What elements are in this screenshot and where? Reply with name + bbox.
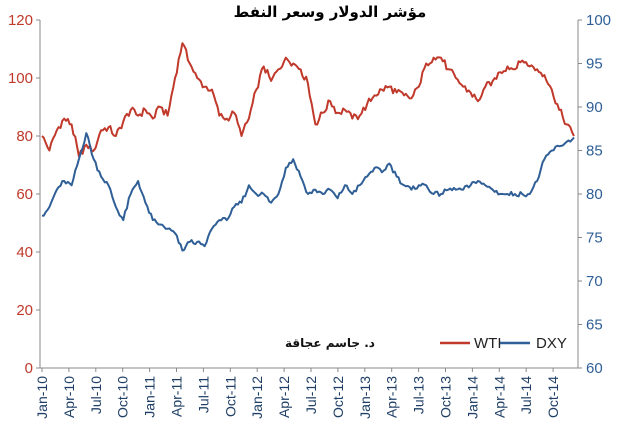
right-tick-label: 85 xyxy=(586,143,603,160)
legend: WTI DXY xyxy=(440,335,567,352)
left-tick-label: 120 xyxy=(8,12,33,29)
left-tick-label: 100 xyxy=(8,70,33,87)
left-tick-label: 0 xyxy=(25,360,33,377)
x-tick-label: Apr-13 xyxy=(384,376,400,418)
left-tick-label: 40 xyxy=(16,244,33,261)
x-tick-label: Oct-10 xyxy=(115,376,131,418)
right-tick-label: 70 xyxy=(586,273,603,290)
x-tick-label: Apr-14 xyxy=(491,376,507,418)
chart-title: مؤشر الدولار وسعر النفط xyxy=(234,3,427,21)
right-tick-label: 90 xyxy=(586,99,603,116)
x-tick-label: Jul-13 xyxy=(411,376,427,414)
x-tick-label: Oct-13 xyxy=(438,376,454,418)
left-tick-label: 80 xyxy=(16,128,33,145)
right-tick-label: 65 xyxy=(586,317,603,334)
x-tick-label: Oct-11 xyxy=(222,376,238,417)
x-tick-label: Apr-12 xyxy=(276,376,292,418)
x-tick-label: Jan-12 xyxy=(249,376,265,419)
x-tick-label: Jul-14 xyxy=(518,376,534,414)
x-tick-label: Jul-11 xyxy=(195,376,211,413)
series-line-dxy xyxy=(41,132,575,252)
x-tick-label: Jul-10 xyxy=(88,376,104,414)
x-tick-label: Jul-12 xyxy=(303,376,319,414)
right-tick-label: 75 xyxy=(586,230,603,247)
right-tick-label: 80 xyxy=(586,186,603,203)
axis-layer: 0 20 40 60 80 100 120 60 65 70 75 80 85 90 95 100 Jan-10… xyxy=(8,12,611,419)
x-tick-label: Oct-14 xyxy=(545,376,561,418)
x-tick-label: Jan-10 xyxy=(34,376,50,419)
x-tick-label: Jan-11 xyxy=(142,376,158,418)
x-tick-label: Jan-13 xyxy=(357,376,373,419)
x-tick-label: Oct-12 xyxy=(330,376,346,418)
x-tick-label: Apr-10 xyxy=(61,376,77,418)
right-tick-label: 60 xyxy=(586,360,603,377)
author-label: د. جاسم عجاقة xyxy=(285,336,375,350)
right-tick-label: 95 xyxy=(586,56,603,73)
legend-label-wti: WTI xyxy=(474,335,502,352)
left-tick-label: 20 xyxy=(16,302,33,319)
legend-label-dxy: DXY xyxy=(536,335,567,352)
x-tick-label: Apr-11 xyxy=(169,376,185,417)
series-line-wti xyxy=(41,42,575,158)
right-tick-label: 100 xyxy=(586,12,611,29)
x-tick-label: Jan-14 xyxy=(464,376,480,419)
series-layer xyxy=(41,42,575,252)
left-tick-label: 60 xyxy=(16,186,33,203)
